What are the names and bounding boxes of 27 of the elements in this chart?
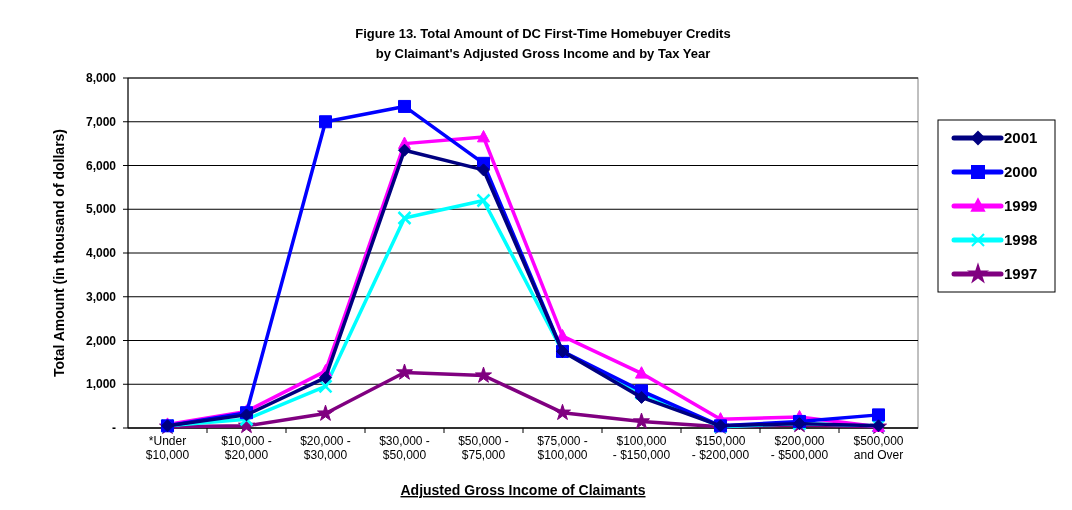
x-tick-label: $200,000 - $500,000 <box>770 434 829 462</box>
y-tick-label: 1,000 <box>85 377 117 392</box>
x-axis-title: Adjusted Gross Income of Claimants <box>400 482 646 498</box>
y-tick-label: 5,000 <box>85 202 117 217</box>
chart-title: Figure 13. Total Amount of DC First-Time Homebuyer Credits by Claimant's Adjusted Gross Income and by Tax Year <box>355 26 731 61</box>
y-tick-label: 6,000 <box>85 158 117 173</box>
x-tick-label: $500,000 and Over <box>853 434 904 462</box>
x-tick-label: $20,000 - $30,000 <box>300 434 351 462</box>
x-tick-label: $75,000 - $100,000 <box>537 434 588 462</box>
legend-label: 2001 <box>1004 129 1038 147</box>
y-tick-label: - <box>112 421 116 436</box>
y-axis-title: Total Amount (in thousand of dollars) <box>51 128 67 378</box>
x-tick-label: *Under $10,000 <box>145 434 190 462</box>
x-tick-label: $50,000 - $75,000 <box>458 434 509 462</box>
legend-label: 1999 <box>1004 197 1038 215</box>
x-tick-label: $10,000 - $20,000 <box>221 434 272 462</box>
legend-label: 1998 <box>1004 231 1038 249</box>
y-tick-label: 7,000 <box>85 114 117 129</box>
x-tick-label: $100,000 - $150,000 <box>612 434 671 462</box>
legend-label: 2000 <box>1004 163 1038 181</box>
y-tick-label: 2,000 <box>85 333 117 348</box>
y-tick-label: 4,000 <box>85 246 117 261</box>
y-tick-label: 3,000 <box>85 289 117 304</box>
legend-label: 1997 <box>1004 265 1038 283</box>
x-tick-label: $30,000 - $50,000 <box>379 434 430 462</box>
y-tick-label: 8,000 <box>85 71 117 86</box>
x-tick-label: $150,000 - $200,000 <box>691 434 750 462</box>
